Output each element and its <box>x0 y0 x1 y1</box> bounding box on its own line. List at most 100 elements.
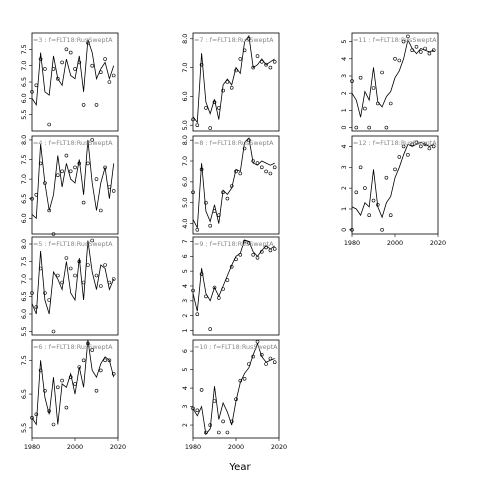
y-tick-label: 6 <box>181 254 189 258</box>
observed-point <box>418 144 423 149</box>
observed-point <box>397 155 402 159</box>
panel-frame <box>31 236 119 336</box>
observed-point <box>242 48 247 53</box>
observed-point <box>427 146 432 151</box>
observed-point <box>73 382 77 386</box>
observed-point <box>255 54 260 58</box>
observed-point <box>195 123 200 127</box>
observed-point <box>86 40 90 45</box>
observed-point <box>107 185 112 189</box>
observed-point <box>34 412 39 417</box>
y-tick-label: 6.0 <box>20 309 28 319</box>
observed-point <box>414 44 419 49</box>
y-tick-label: 8.0 <box>20 239 28 249</box>
observed-point <box>60 378 64 383</box>
y-tick-label: 0 <box>340 228 348 232</box>
fitted-line <box>193 34 275 124</box>
observed-point <box>229 264 234 269</box>
y-tick-label: 3 <box>340 165 348 169</box>
observed-point <box>247 241 251 245</box>
observed-point <box>221 287 225 291</box>
panel-title: =11 : f=FLT18:RusSweptA <box>353 36 437 44</box>
y-tick-label: 5.0 <box>181 198 189 208</box>
y-tick-label: 7 <box>181 239 189 243</box>
observed-point <box>204 106 208 110</box>
observed-point <box>268 171 273 176</box>
observed-point <box>191 288 195 293</box>
observed-point <box>47 122 52 127</box>
y-tick-label: 0 <box>340 126 348 130</box>
observed-point <box>77 259 82 264</box>
x-tick-label: 2000 <box>387 239 403 247</box>
observed-point <box>90 238 94 243</box>
panel-title: =9 : f=FLT18:RusSweptA <box>194 240 274 248</box>
observed-point <box>99 368 103 373</box>
y-tick-label: 7.5 <box>20 256 28 266</box>
observed-point <box>229 184 234 188</box>
observed-point <box>64 405 69 410</box>
observed-point <box>259 165 264 170</box>
observed-point <box>191 190 195 195</box>
panel-title: =5 : f=FLT18:RusSweptA <box>33 240 113 248</box>
y-tick-label: 4 <box>340 57 348 61</box>
observed-point <box>418 50 423 54</box>
y-tick-label: 7.0 <box>181 156 189 166</box>
panel-frame <box>192 135 280 235</box>
observed-point <box>251 65 255 70</box>
observed-point <box>107 280 112 285</box>
observed-point <box>217 106 221 110</box>
observed-point <box>103 165 107 170</box>
observed-point <box>401 39 406 44</box>
panel-title: =7 : f=FLT18:RusSweptA <box>194 36 274 44</box>
observed-point <box>264 362 268 366</box>
y-tick-label: 4 <box>181 386 189 390</box>
observed-point <box>94 177 99 181</box>
observed-point <box>47 409 52 413</box>
y-tick-label: 2 <box>340 186 348 190</box>
x-tick-label: 1980 <box>344 239 360 247</box>
observed-point <box>251 253 255 257</box>
observed-point <box>212 399 217 403</box>
observed-point <box>55 173 60 177</box>
y-tick-label: 5 <box>340 40 348 44</box>
observed-point <box>410 142 415 147</box>
observed-point <box>259 59 264 64</box>
observed-point <box>73 165 77 170</box>
y-tick-label: 6.5 <box>20 194 28 204</box>
observed-point <box>358 165 363 170</box>
y-tick-label: 8.0 <box>181 34 189 44</box>
observed-point <box>238 253 243 257</box>
fitted-line <box>352 38 434 118</box>
observed-point <box>195 312 200 317</box>
observed-point <box>64 153 69 158</box>
observed-point <box>384 175 389 180</box>
y-tick-label: 4 <box>181 284 189 288</box>
y-tick-label: 7.5 <box>20 355 28 365</box>
observed-point <box>264 169 268 174</box>
observed-point <box>272 165 277 170</box>
observed-point <box>388 101 393 106</box>
fitted-line <box>32 240 115 315</box>
observed-point <box>363 186 367 190</box>
observed-point <box>217 430 221 435</box>
observed-point <box>208 223 212 228</box>
observed-point <box>77 60 82 65</box>
observed-point <box>238 57 243 61</box>
observed-point <box>199 62 204 67</box>
y-tick-label: 2 <box>181 423 189 427</box>
observed-point <box>81 200 86 205</box>
y-tick-label: 7.0 <box>20 174 28 184</box>
observed-point <box>191 406 195 411</box>
observed-point <box>221 419 225 424</box>
observed-point <box>55 385 60 390</box>
fitted-line <box>193 342 275 436</box>
y-tick-label: 2 <box>181 314 189 318</box>
y-tick-label: 6 <box>181 349 189 353</box>
panel-title: =3 : f=FLT18:RusSweptA <box>33 36 113 44</box>
observed-point <box>199 272 204 276</box>
observed-point <box>30 90 34 94</box>
observed-point <box>81 358 86 363</box>
y-tick-label: 6.5 <box>20 291 28 301</box>
observed-point <box>367 125 372 130</box>
